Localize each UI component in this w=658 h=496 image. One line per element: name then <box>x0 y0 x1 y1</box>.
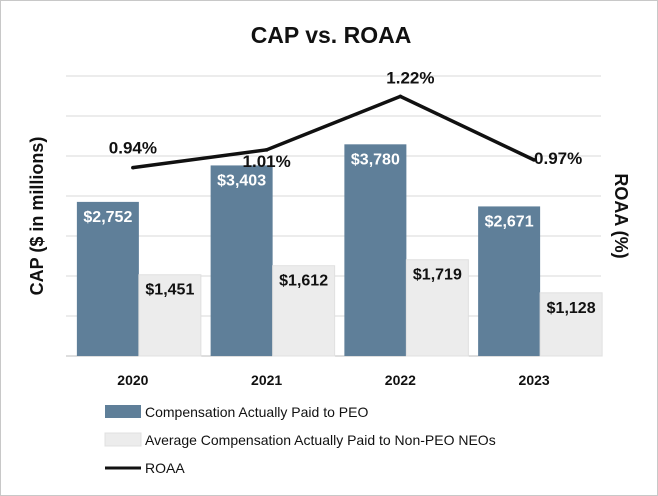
roaa-line <box>132 94 535 170</box>
roaa-label: 0.94% <box>109 139 157 158</box>
bar-peo-label: $2,752 <box>83 209 132 226</box>
bar-non-peo <box>138 274 202 357</box>
roaa-point <box>532 158 536 162</box>
legend-label: ROAA <box>145 460 185 476</box>
bar-non-peo <box>405 259 469 357</box>
bar-peo-label: $2,671 <box>485 213 534 230</box>
y-axis-label: CAP ($ in millions) <box>27 137 47 296</box>
bar-non-peo-label: $1,612 <box>279 273 328 290</box>
roaa-label: 1.22% <box>386 68 434 87</box>
legend-label: Compensation Actually Paid to PEO <box>145 404 368 420</box>
bar-peo-label: $3,403 <box>217 172 266 189</box>
bar-non-peo <box>539 292 603 357</box>
x-tick-label: 2023 <box>519 372 550 388</box>
bar-non-peo-label: $1,128 <box>547 300 596 317</box>
bar-group: $2,752 $1,451 $3,403 $1,612 $3,780 $1,719 $2,6… <box>76 144 603 357</box>
x-tick-label: 2022 <box>385 372 416 388</box>
bar-non-peo-label: $1,451 <box>145 282 194 299</box>
x-tick-labels: 2020 2021 2022 2023 <box>117 372 550 388</box>
x-tick-label: 2021 <box>251 372 282 388</box>
legend-swatch-non-peo <box>104 432 142 447</box>
roaa-label: 1.01% <box>243 152 291 171</box>
bar-peo <box>76 201 139 356</box>
roaa-label: 0.97% <box>534 149 582 168</box>
bar-peo <box>478 206 541 356</box>
chart-title: CAP vs. ROAA <box>251 22 412 48</box>
roaa-point <box>264 148 269 152</box>
bar-peo <box>210 165 273 356</box>
bar-peo-label: $3,780 <box>351 151 400 168</box>
line-group: 0.94% 1.01% 1.22% 0.97% <box>109 68 582 170</box>
roaa-point <box>398 94 403 99</box>
bar-peo <box>344 144 407 356</box>
roaa-point <box>131 165 135 170</box>
legend: Compensation Actually Paid to PEO Average… <box>104 404 496 476</box>
bar-non-peo <box>272 265 336 357</box>
y2-axis-label: ROAA (%) <box>611 173 631 258</box>
legend-swatch-peo <box>105 405 141 418</box>
bar-non-peo-label: $1,719 <box>413 267 462 284</box>
x-tick-label: 2020 <box>117 372 148 388</box>
legend-label: Average Compensation Actually Paid to No… <box>145 432 496 448</box>
